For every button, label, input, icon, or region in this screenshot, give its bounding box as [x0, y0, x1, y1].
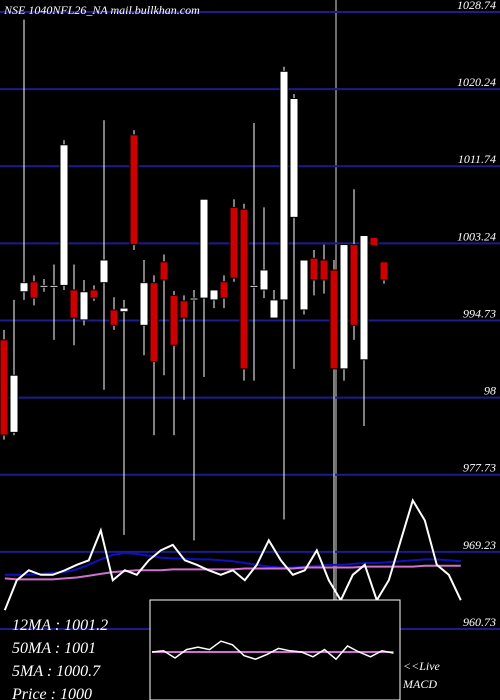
candle-body	[19, 282, 29, 293]
candle-body	[9, 374, 19, 433]
candle-body	[369, 236, 379, 246]
candle-body	[359, 235, 369, 361]
candle-body	[59, 144, 69, 286]
y-tick-label: 977.73	[463, 461, 496, 475]
y-tick-label: 1003.24	[457, 229, 496, 243]
macd-label: <<Live	[403, 659, 441, 673]
candle-body	[219, 281, 229, 299]
candle-body	[109, 309, 119, 326]
candle-body	[299, 259, 309, 311]
y-tick-label: 98	[484, 384, 496, 398]
candle-body	[79, 291, 89, 321]
candle-body	[149, 282, 159, 363]
y-tick-label: 1028.74	[457, 0, 496, 12]
ma-line	[3, 497, 462, 611]
candle-body	[329, 269, 339, 370]
chart-title: NSE 1040NFL26_NA mail.bullkhan.com	[3, 3, 200, 17]
candle-body	[69, 289, 79, 319]
candle-body	[309, 257, 319, 281]
ma-line	[4, 552, 461, 576]
ma-label: 5MA : 1000.7	[12, 663, 101, 680]
candle-body	[99, 259, 109, 284]
candle-body	[379, 261, 389, 281]
candle-body	[0, 339, 9, 436]
macd-label: MACD	[402, 677, 437, 691]
candle-body	[289, 98, 299, 218]
candle-body	[129, 134, 139, 246]
candle-body	[119, 307, 129, 313]
candle-body	[159, 261, 169, 281]
candle-body	[209, 289, 219, 301]
ma-label: 12MA : 1001.2	[12, 617, 108, 634]
ma-label: 50MA : 1001	[12, 640, 96, 657]
candle-body	[269, 299, 279, 319]
candle-body	[39, 284, 49, 288]
y-tick-label: 1020.24	[457, 75, 496, 89]
candle-body	[189, 297, 199, 301]
y-tick-label: 960.73	[463, 615, 496, 629]
candle-body	[179, 300, 189, 319]
candle-body	[349, 244, 359, 326]
y-tick-label: 1011.74	[458, 152, 496, 166]
candle-body	[319, 259, 329, 281]
candle-body	[259, 269, 269, 291]
candle-body	[279, 70, 289, 301]
y-tick-label: 994.73	[463, 307, 496, 321]
y-tick-label: 969.23	[463, 538, 496, 552]
macd-line	[151, 640, 394, 661]
candle-body	[49, 284, 59, 288]
candle-body	[199, 198, 209, 299]
candle-body	[249, 284, 259, 288]
candle-body	[139, 282, 149, 326]
ma-label: Price : 1000	[11, 686, 92, 700]
candle-body	[229, 206, 239, 279]
candle-body	[239, 208, 249, 370]
candle-body	[169, 294, 179, 346]
candle-body	[339, 244, 349, 370]
candle-body	[89, 289, 99, 299]
candle-body	[29, 281, 39, 299]
